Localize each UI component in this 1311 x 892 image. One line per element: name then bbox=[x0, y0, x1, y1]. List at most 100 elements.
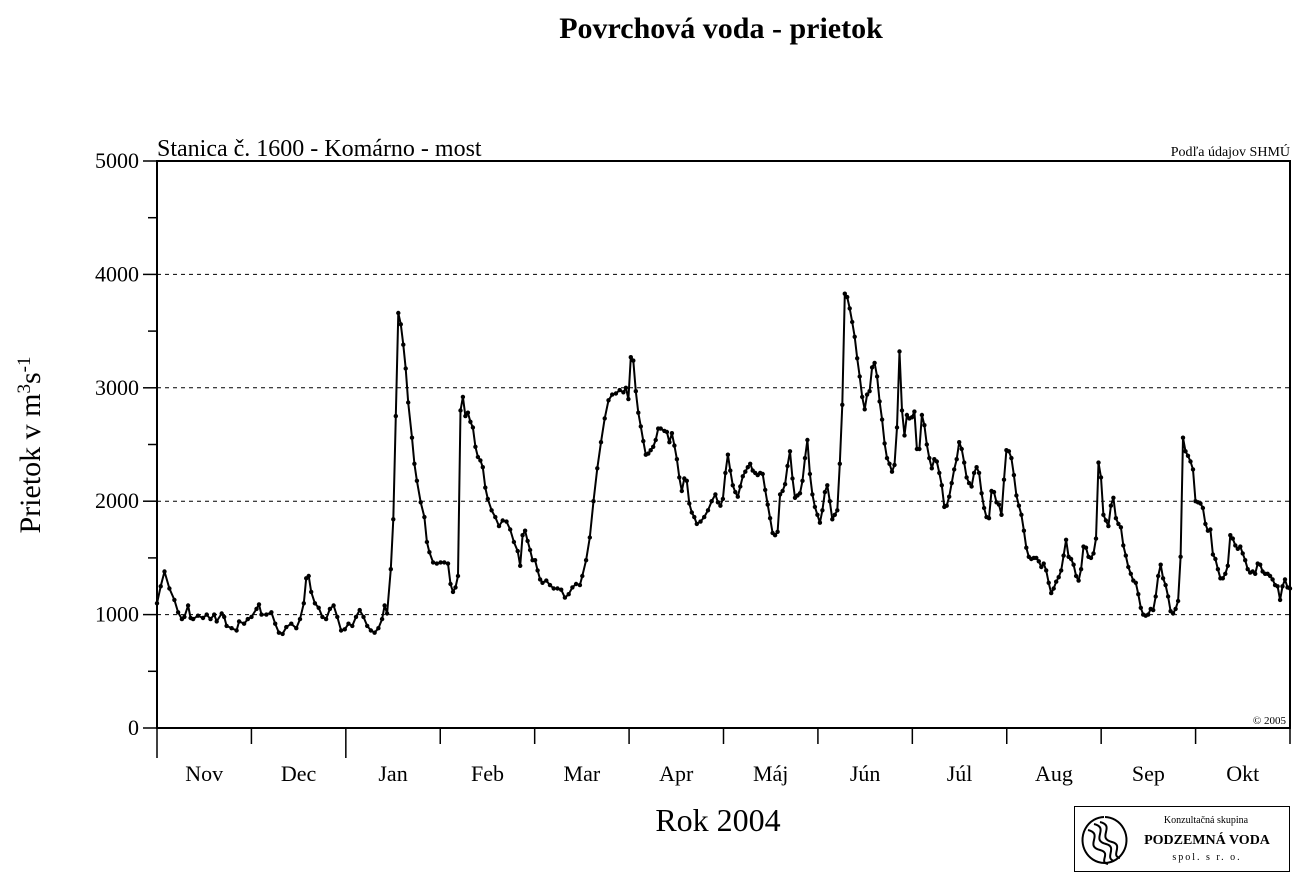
data-point-334 bbox=[1116, 521, 1121, 527]
data-point-184 bbox=[743, 469, 748, 474]
data-point-305 bbox=[1044, 568, 1049, 573]
data-point-332 bbox=[1111, 495, 1116, 500]
data-point-214 bbox=[817, 520, 823, 525]
data-point-247 bbox=[899, 408, 905, 413]
data-point-171 bbox=[709, 499, 714, 504]
data-point-213 bbox=[815, 512, 820, 517]
data-point-244 bbox=[892, 462, 897, 468]
data-point-230 bbox=[857, 374, 862, 379]
data-point-226 bbox=[847, 306, 852, 311]
data-point-329 bbox=[1103, 518, 1109, 523]
data-point-308 bbox=[1051, 586, 1056, 591]
data-point-0 bbox=[154, 601, 160, 606]
data-point-312 bbox=[1061, 553, 1066, 558]
x-month-label-1: Dec bbox=[281, 761, 317, 786]
x-month-label-0: Nov bbox=[185, 761, 223, 786]
data-point-252 bbox=[912, 409, 917, 414]
data-point-175 bbox=[720, 496, 726, 502]
data-point-258 bbox=[927, 455, 932, 461]
data-point-14 bbox=[208, 616, 213, 622]
data-point-400 bbox=[1280, 584, 1285, 589]
wave-logo-icon bbox=[1081, 816, 1128, 865]
data-point-46 bbox=[327, 606, 333, 612]
data-point-216 bbox=[822, 489, 828, 495]
data-point-377 bbox=[1223, 571, 1228, 576]
data-point-241 bbox=[884, 455, 890, 461]
data-point-19 bbox=[224, 623, 229, 629]
data-point-225 bbox=[845, 294, 850, 300]
data-point-145 bbox=[638, 424, 643, 429]
data-point-277 bbox=[974, 465, 979, 470]
data-point-128 bbox=[583, 558, 589, 563]
data-point-296 bbox=[1021, 528, 1027, 533]
data-point-48 bbox=[335, 614, 340, 620]
data-point-313 bbox=[1063, 537, 1069, 542]
data-point-231 bbox=[860, 394, 865, 400]
data-point-215 bbox=[820, 508, 825, 513]
data-point-58 bbox=[372, 630, 377, 635]
data-point-221 bbox=[835, 508, 840, 513]
data-point-85 bbox=[453, 585, 458, 590]
data-point-272 bbox=[962, 460, 967, 465]
data-point-4 bbox=[172, 597, 177, 603]
data-point-31 bbox=[273, 621, 278, 626]
data-point-15 bbox=[212, 612, 217, 617]
data-point-224 bbox=[842, 291, 847, 296]
data-point-88 bbox=[460, 394, 466, 400]
data-point-380 bbox=[1230, 536, 1236, 541]
data-point-87 bbox=[458, 408, 463, 413]
data-point-38 bbox=[301, 601, 306, 606]
data-point-359 bbox=[1178, 554, 1183, 559]
data-point-211 bbox=[810, 492, 815, 497]
data-point-167 bbox=[694, 521, 699, 527]
data-point-302 bbox=[1036, 559, 1042, 564]
data-point-1 bbox=[158, 584, 163, 589]
data-point-243 bbox=[889, 469, 895, 474]
data-point-361 bbox=[1183, 449, 1188, 454]
data-point-222 bbox=[837, 461, 842, 466]
data-point-60 bbox=[379, 616, 385, 622]
data-point-54 bbox=[357, 607, 362, 613]
y-tick-label-0: 0 bbox=[128, 715, 139, 740]
data-point-122 bbox=[562, 595, 568, 600]
data-point-249 bbox=[904, 412, 910, 418]
data-point-127 bbox=[580, 573, 585, 579]
data-point-381 bbox=[1233, 543, 1238, 548]
data-point-72 bbox=[412, 461, 417, 466]
data-point-292 bbox=[1011, 472, 1017, 478]
x-month-label-10: Sep bbox=[1132, 761, 1165, 786]
data-point-234 bbox=[867, 389, 872, 394]
company-logo: Konzultačná skupina PODZEMNÁ VODA spol. … bbox=[1074, 806, 1290, 872]
data-point-266 bbox=[947, 494, 952, 499]
data-point-103 bbox=[504, 519, 509, 524]
data-point-117 bbox=[544, 578, 549, 583]
data-point-137 bbox=[617, 387, 622, 393]
data-point-201 bbox=[785, 463, 790, 469]
data-point-153 bbox=[658, 426, 663, 431]
data-point-142 bbox=[631, 358, 636, 363]
data-point-98 bbox=[485, 496, 490, 502]
data-point-33 bbox=[280, 631, 285, 637]
data-point-44 bbox=[320, 614, 325, 620]
data-point-389 bbox=[1253, 571, 1258, 576]
data-point-245 bbox=[894, 425, 900, 430]
data-point-121 bbox=[559, 587, 564, 592]
data-point-321 bbox=[1083, 545, 1089, 550]
data-point-383 bbox=[1238, 544, 1243, 549]
data-point-374 bbox=[1215, 567, 1221, 572]
data-point-315 bbox=[1068, 556, 1074, 562]
data-point-47 bbox=[331, 603, 336, 608]
data-point-358 bbox=[1175, 598, 1181, 604]
data-point-109 bbox=[522, 528, 528, 533]
data-point-242 bbox=[887, 461, 892, 466]
data-point-25 bbox=[249, 614, 254, 620]
data-point-197 bbox=[775, 529, 780, 534]
chart-title: Povrchová voda - prietok bbox=[559, 12, 883, 45]
data-point-280 bbox=[981, 505, 987, 511]
data-point-159 bbox=[674, 457, 680, 462]
x-axis-label: Rok 2004 bbox=[655, 802, 780, 838]
data-point-67 bbox=[398, 322, 403, 327]
data-point-132 bbox=[598, 440, 604, 445]
data-point-111 bbox=[527, 547, 533, 553]
data-point-364 bbox=[1190, 467, 1196, 472]
